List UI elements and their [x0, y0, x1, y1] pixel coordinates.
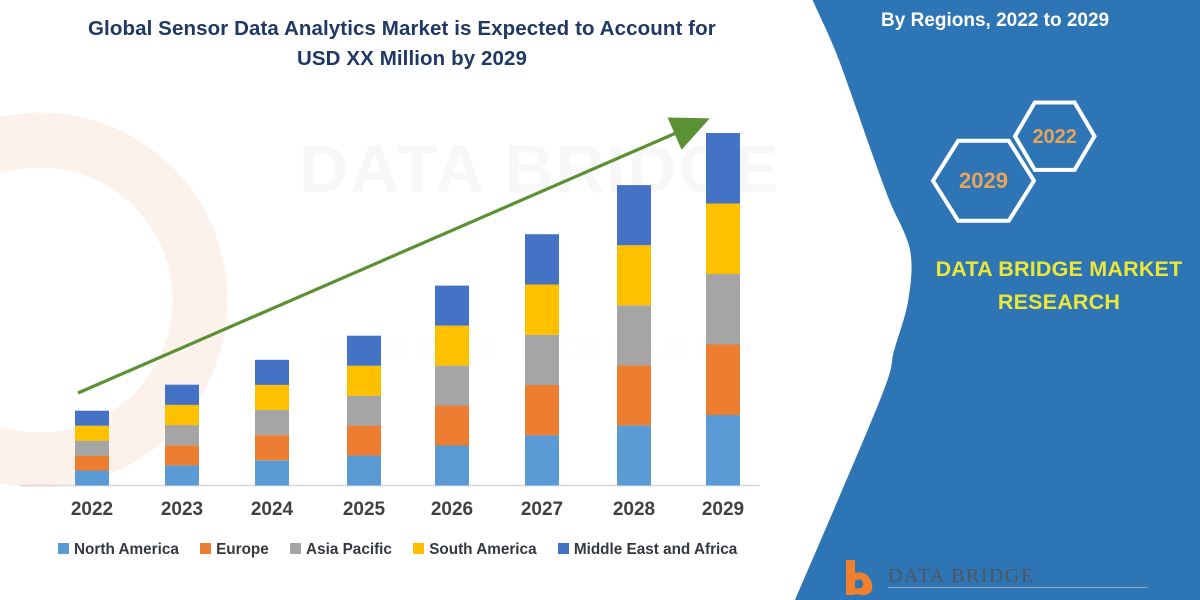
svg-text:2029: 2029: [959, 168, 1008, 193]
svg-text:2022: 2022: [1032, 126, 1077, 148]
